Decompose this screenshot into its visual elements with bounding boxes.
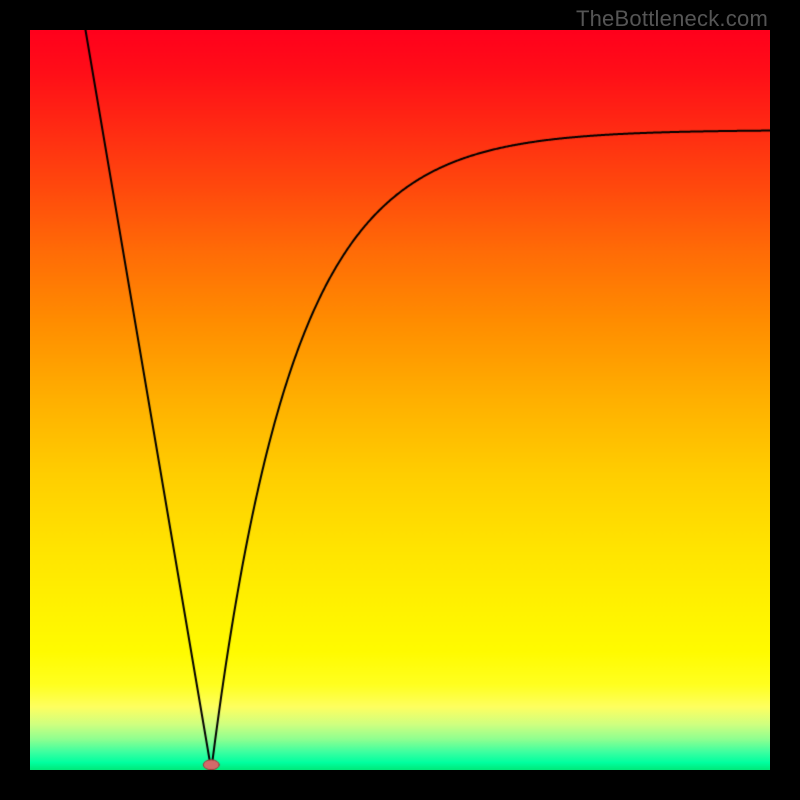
chart-plot-area: [30, 30, 770, 770]
chart-canvas: [30, 30, 770, 770]
watermark-text: TheBottleneck.com: [576, 6, 768, 32]
